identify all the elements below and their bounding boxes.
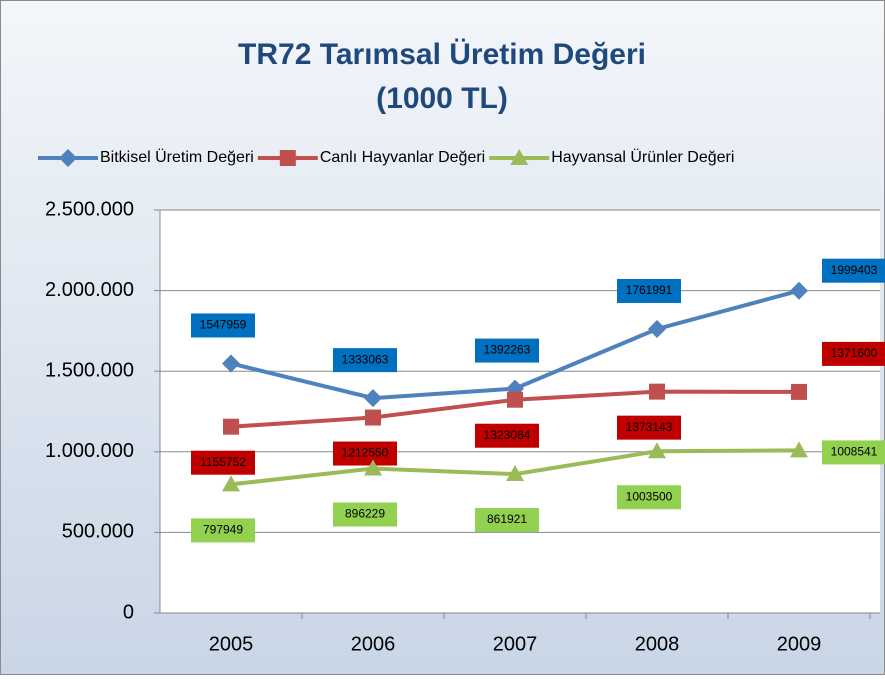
data-label-box: [822, 440, 885, 465]
data-label: 1333063: [342, 352, 389, 366]
x-tick-label: 2006: [351, 633, 396, 655]
marker: [649, 383, 665, 400]
data-label: 861921: [487, 512, 527, 526]
data-label-box: [333, 348, 397, 373]
data-label: 797949: [203, 523, 243, 537]
data-label: 1392263: [484, 343, 531, 357]
plot-area: [160, 210, 880, 613]
marker: [59, 149, 77, 167]
y-tick-label: 2.500.000: [45, 198, 134, 220]
marker: [364, 389, 382, 408]
marker: [790, 281, 808, 300]
marker: [506, 465, 524, 482]
data-label: 1761991: [626, 283, 673, 297]
data-label-box: [822, 258, 885, 283]
data-label: 1999403: [831, 263, 878, 277]
x-tick-label: 2009: [777, 633, 822, 655]
marker: [279, 150, 296, 166]
legend-label: Bitkisel Üretim Değeri: [100, 148, 254, 166]
x-tick-label: 2007: [493, 633, 538, 655]
data-label-box: [822, 341, 885, 366]
marker: [790, 441, 808, 458]
data-label: 1008541: [831, 445, 878, 459]
y-tick-label: 0: [123, 601, 134, 623]
data-label: 1373143: [626, 420, 673, 434]
data-label-box: [191, 313, 255, 338]
data-label: 896229: [345, 507, 385, 521]
chart-subtitle: (1000 TL): [376, 82, 508, 115]
marker: [507, 391, 523, 408]
legend-label: Canlı Hayvanlar Değeri: [320, 149, 485, 166]
data-label: 1371600: [831, 346, 878, 360]
x-tick-label: 2005: [209, 633, 254, 655]
marker: [365, 409, 381, 426]
marker: [222, 354, 240, 373]
data-label-box: [333, 441, 397, 466]
marker: [648, 442, 666, 459]
marker: [222, 475, 240, 492]
data-label: 1323084: [484, 428, 531, 442]
y-tick-label: 1.000.000: [45, 440, 134, 462]
data-label: 1155752: [200, 455, 246, 469]
x-tick-label: 2008: [635, 633, 680, 655]
data-label-box: [475, 508, 539, 533]
data-label-box: [617, 415, 681, 440]
data-label: 1547959: [200, 318, 247, 332]
marker: [223, 418, 239, 435]
data-label: 1212550: [342, 446, 389, 460]
data-label-box: [333, 502, 397, 527]
data-label-box: [475, 423, 539, 448]
chart-title: TR72 Tarımsal Üretim Değeri: [238, 38, 646, 71]
marker: [510, 149, 529, 165]
data-label-box: [617, 278, 681, 303]
marker: [648, 319, 666, 338]
data-label-box: [191, 518, 255, 543]
legend-label: Hayvansal Ürünler Değeri: [551, 148, 734, 166]
data-label-box: [617, 485, 681, 510]
marker: [791, 383, 807, 400]
y-tick-label: 2.000.000: [45, 279, 134, 301]
marker: [364, 459, 382, 476]
y-tick-label: 500.000: [62, 521, 134, 543]
data-label: 1003500: [626, 489, 673, 503]
data-label-box: [191, 450, 255, 475]
y-tick-label: 1.500.000: [45, 359, 134, 381]
data-label-box: [475, 338, 539, 363]
